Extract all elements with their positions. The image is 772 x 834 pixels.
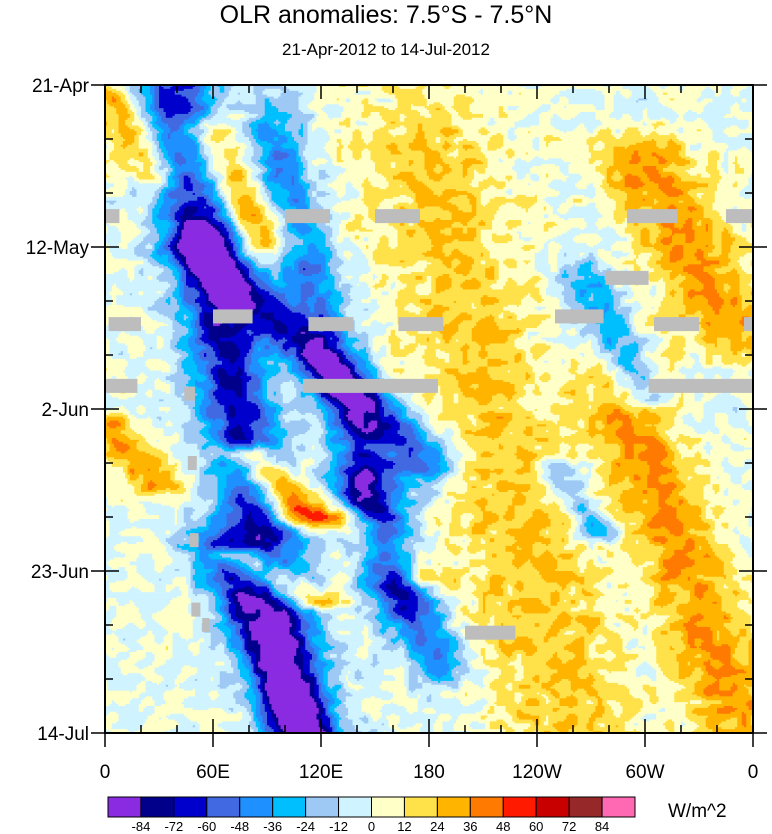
heatmap-field (105, 85, 753, 733)
olr-hovmoller-chart: 0 60E 120E 180 120W 60W 0 21-Apr12-May2-Jun23-… (0, 0, 772, 834)
